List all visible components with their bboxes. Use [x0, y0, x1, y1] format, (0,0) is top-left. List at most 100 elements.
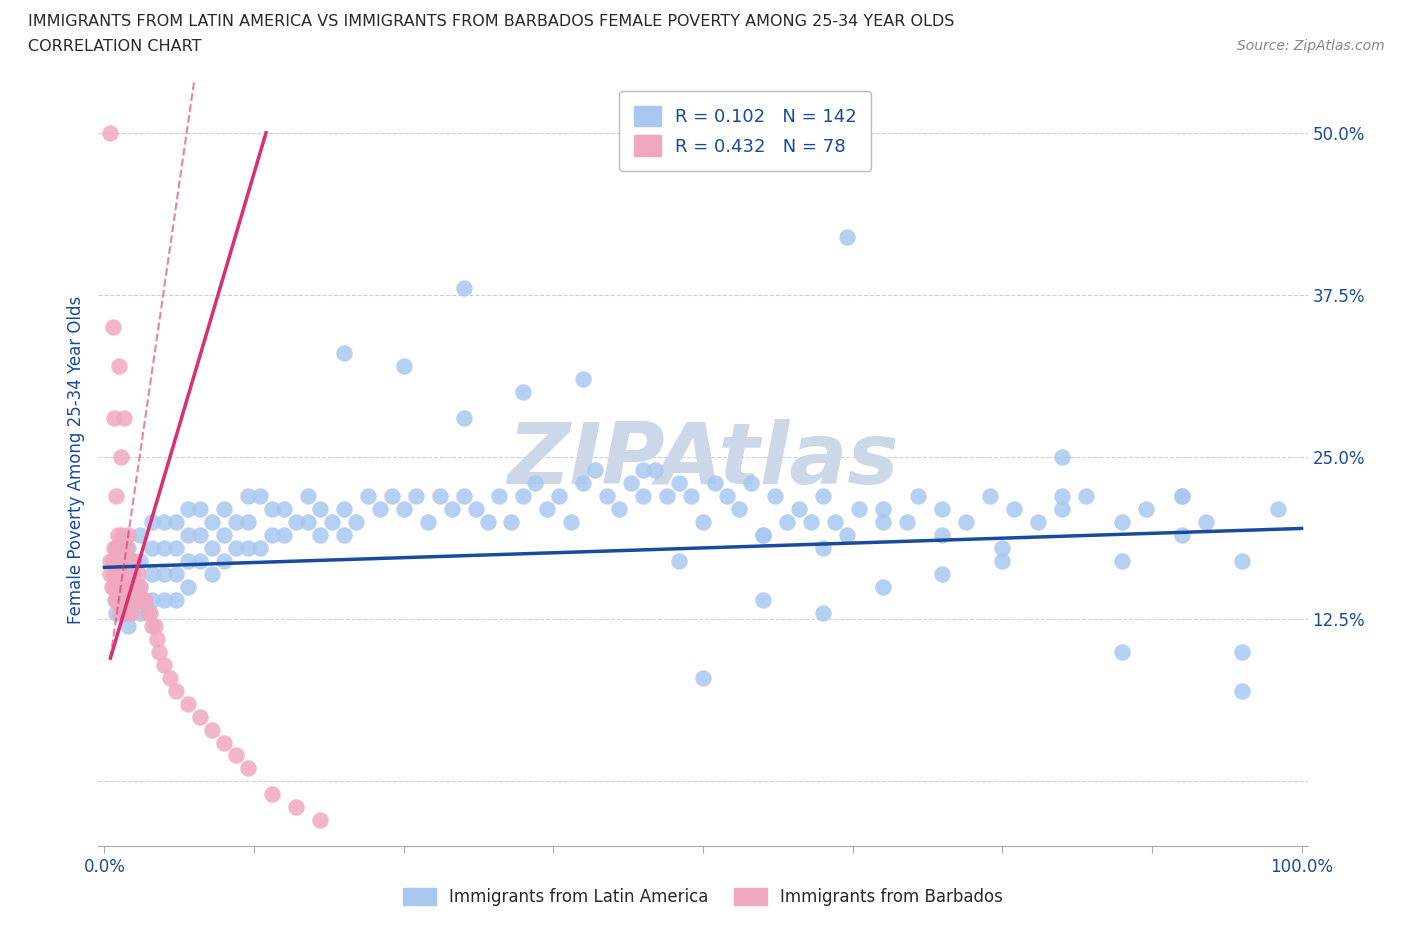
Point	[464, 501, 486, 516]
Point	[1111, 644, 1133, 659]
Point	[141, 514, 163, 529]
Point	[1171, 488, 1194, 503]
Point	[560, 514, 582, 529]
Point	[124, 579, 146, 594]
Point	[392, 501, 415, 516]
Point	[129, 553, 152, 568]
Point	[416, 514, 439, 529]
Point	[108, 579, 131, 594]
Point	[631, 488, 654, 503]
Point	[114, 605, 136, 620]
Point	[111, 579, 134, 594]
Point	[249, 540, 271, 555]
Point	[212, 735, 235, 750]
Point	[763, 488, 786, 503]
Point	[177, 697, 200, 711]
Point	[117, 579, 139, 594]
Point	[165, 684, 187, 698]
Point	[835, 527, 858, 542]
Point	[146, 631, 169, 646]
Point	[120, 579, 142, 594]
Point	[225, 540, 247, 555]
Point	[1050, 450, 1073, 465]
Point	[752, 592, 775, 607]
Point	[273, 501, 295, 516]
Point	[1111, 514, 1133, 529]
Point	[120, 605, 142, 620]
Text: Source: ZipAtlas.com: Source: ZipAtlas.com	[1237, 39, 1385, 53]
Point	[583, 462, 606, 477]
Point	[236, 761, 259, 776]
Point	[800, 514, 823, 529]
Point	[105, 605, 128, 620]
Point	[110, 592, 132, 607]
Point	[101, 320, 124, 335]
Point	[118, 566, 141, 581]
Point	[321, 514, 343, 529]
Point	[136, 605, 159, 620]
Point	[1267, 501, 1289, 516]
Point	[260, 787, 283, 802]
Point	[297, 514, 319, 529]
Point	[201, 540, 224, 555]
Point	[236, 540, 259, 555]
Point	[165, 566, 187, 581]
Point	[309, 501, 332, 516]
Point	[477, 514, 499, 529]
Point	[453, 488, 475, 503]
Point	[141, 592, 163, 607]
Point	[572, 475, 595, 490]
Point	[153, 566, 176, 581]
Point	[111, 527, 134, 542]
Point	[931, 527, 953, 542]
Point	[740, 475, 762, 490]
Point	[114, 553, 136, 568]
Text: IMMIGRANTS FROM LATIN AMERICA VS IMMIGRANTS FROM BARBADOS FEMALE POVERTY AMONG 2: IMMIGRANTS FROM LATIN AMERICA VS IMMIGRA…	[28, 14, 955, 29]
Point	[141, 618, 163, 633]
Point	[141, 566, 163, 581]
Point	[129, 527, 152, 542]
Point	[752, 527, 775, 542]
Point	[103, 553, 125, 568]
Point	[201, 566, 224, 581]
Point	[165, 514, 187, 529]
Point	[835, 229, 858, 244]
Point	[117, 566, 139, 581]
Point	[848, 501, 870, 516]
Point	[188, 527, 211, 542]
Point	[110, 540, 132, 555]
Point	[134, 592, 156, 607]
Point	[668, 475, 690, 490]
Point	[644, 462, 666, 477]
Point	[787, 501, 810, 516]
Legend: Immigrants from Latin America, Immigrants from Barbados: Immigrants from Latin America, Immigrant…	[396, 881, 1010, 912]
Point	[100, 126, 122, 140]
Point	[991, 540, 1014, 555]
Point	[1111, 553, 1133, 568]
Point	[129, 579, 152, 594]
Point	[103, 411, 125, 426]
Point	[607, 501, 630, 516]
Point	[103, 540, 125, 555]
Point	[148, 644, 170, 659]
Point	[117, 592, 139, 607]
Point	[429, 488, 451, 503]
Point	[127, 566, 149, 581]
Point	[811, 488, 834, 503]
Point	[143, 618, 166, 633]
Point	[811, 540, 834, 555]
Point	[284, 514, 307, 529]
Point	[692, 514, 714, 529]
Point	[931, 501, 953, 516]
Point	[117, 618, 139, 633]
Point	[153, 514, 176, 529]
Point	[112, 540, 135, 555]
Point	[165, 540, 187, 555]
Point	[273, 527, 295, 542]
Point	[117, 540, 139, 555]
Point	[405, 488, 427, 503]
Point	[631, 462, 654, 477]
Text: ZIPAtlas: ZIPAtlas	[508, 418, 898, 502]
Point	[153, 592, 176, 607]
Point	[392, 359, 415, 374]
